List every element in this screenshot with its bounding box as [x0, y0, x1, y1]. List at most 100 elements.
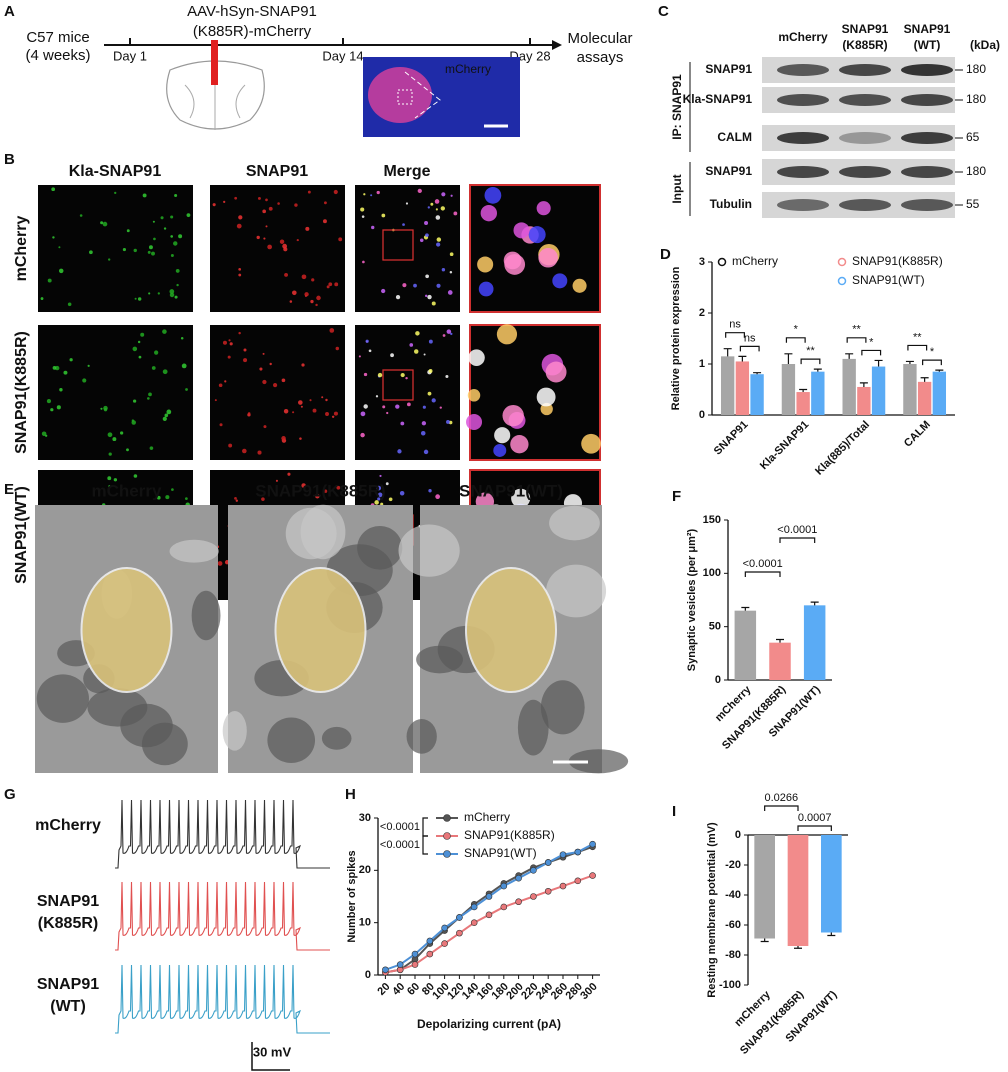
cell-signal	[321, 396, 324, 399]
error-bar	[874, 359, 883, 367]
cell-signal	[235, 499, 238, 502]
cell-signal	[375, 395, 379, 398]
label: (WT)	[50, 998, 86, 1015]
cell-signal	[511, 488, 531, 508]
cell-signal	[52, 366, 57, 370]
cell-signal	[513, 222, 530, 239]
cell-signal	[169, 289, 175, 294]
cell-signal	[58, 246, 61, 249]
cell-signal	[133, 248, 137, 253]
cell-signal	[328, 282, 333, 287]
cell-signal	[428, 489, 432, 493]
roi-box	[382, 229, 414, 261]
error-bar	[794, 946, 802, 949]
micrograph	[38, 185, 193, 312]
panel-letter: E	[4, 481, 14, 498]
cell-signal	[234, 196, 238, 200]
bar	[735, 361, 750, 415]
significance-label: *	[930, 346, 935, 358]
em-texture	[267, 717, 316, 764]
error-bar	[784, 353, 793, 364]
cell-signal	[447, 290, 453, 295]
cell-signal	[536, 201, 551, 216]
cell-signal	[315, 493, 320, 499]
em-texture	[36, 674, 89, 723]
y-tick-label: 1	[699, 358, 705, 370]
mcherry-signal	[368, 67, 432, 123]
cell-signal	[409, 343, 414, 347]
em-texture	[222, 711, 247, 751]
cell-signal	[114, 191, 117, 195]
significance-bracket	[861, 349, 882, 356]
cell-signal	[397, 449, 402, 454]
cell-signal	[228, 339, 231, 342]
cell-signal	[156, 495, 161, 500]
em-texture	[191, 590, 221, 641]
y-tick-label: 30	[359, 812, 371, 824]
cell-signal	[406, 402, 411, 407]
em-texture	[357, 525, 403, 570]
cell-signal	[170, 235, 174, 238]
cell-signal	[283, 409, 289, 414]
cell-signal	[160, 216, 164, 220]
cell-signal	[46, 398, 52, 404]
em-texture	[546, 564, 607, 618]
cell-signal	[468, 349, 485, 366]
label: CALM	[717, 130, 752, 144]
significance-bracket	[797, 825, 832, 831]
cell-signal	[538, 248, 558, 268]
blot-band	[901, 94, 953, 106]
cell-signal	[261, 497, 265, 501]
cell-signal	[449, 271, 453, 274]
cell-signal	[262, 352, 265, 355]
cell-signal	[402, 283, 407, 288]
cell-signal	[504, 254, 526, 275]
significance-label: <0.0001	[743, 558, 783, 570]
cell-signal	[185, 388, 188, 391]
data-point	[559, 882, 567, 890]
bar	[750, 374, 764, 415]
x-tick-label: SNAP91	[712, 419, 751, 458]
cell-signal	[87, 364, 90, 367]
cell-signal	[431, 301, 436, 306]
label: C57 mice	[26, 29, 89, 46]
cell-signal	[436, 242, 441, 247]
error-bar	[760, 938, 769, 943]
cell-signal	[427, 294, 432, 300]
label: SNAP91	[904, 22, 951, 36]
label: Molecular	[567, 30, 632, 47]
cell-signal	[243, 348, 247, 352]
em-texture	[398, 524, 460, 577]
cell-signal	[176, 283, 179, 287]
label: 55	[966, 197, 980, 211]
cell-signal	[376, 190, 380, 195]
cell-signal	[218, 383, 223, 388]
cell-signal	[219, 423, 223, 427]
cell-signal	[390, 353, 394, 358]
timeline-arrow	[552, 40, 562, 50]
cell-signal	[315, 303, 318, 307]
cell-signal	[333, 411, 338, 416]
cell-signal	[164, 413, 169, 418]
cell-signal	[400, 421, 405, 426]
x-tick-label: CALM	[902, 419, 933, 450]
significance-label: <0.0001	[380, 821, 420, 833]
blot-band	[777, 64, 829, 76]
y-tick-label: 2	[699, 307, 705, 319]
cell-signal	[223, 200, 226, 203]
y-tick-label: -100	[719, 979, 741, 991]
cell-signal	[415, 331, 420, 336]
data-point	[426, 950, 434, 958]
blot-band	[839, 199, 891, 211]
cell-signal	[263, 237, 266, 240]
cell-signal	[374, 500, 379, 505]
cell-signal	[100, 221, 104, 225]
cell-signal	[446, 420, 450, 424]
error-bar	[859, 382, 868, 387]
micrograph	[355, 325, 460, 460]
cell-signal	[428, 339, 433, 344]
blot-band	[777, 166, 829, 178]
cell-signal	[166, 409, 172, 415]
y-tick-label: 100	[703, 567, 721, 579]
label: Kla-SNAP91	[69, 163, 162, 180]
